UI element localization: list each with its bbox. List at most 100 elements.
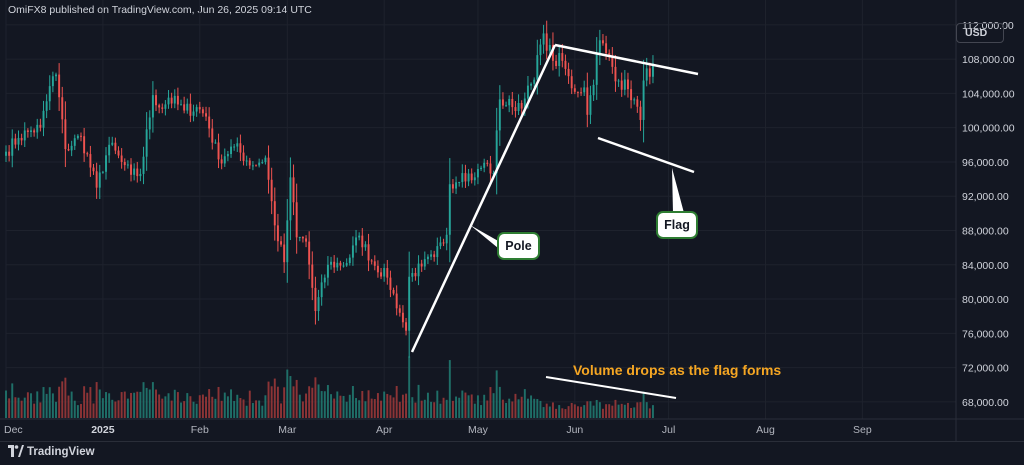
time-tick-label: Sep xyxy=(853,424,872,436)
candle-body xyxy=(542,33,545,45)
volume-bar xyxy=(301,401,304,418)
candle-body xyxy=(476,168,479,178)
candle-body xyxy=(23,130,26,141)
volume-bar xyxy=(520,396,523,418)
volume-bar xyxy=(80,403,82,418)
candle-body xyxy=(133,168,136,175)
candle-body xyxy=(289,177,292,221)
candle-body xyxy=(26,130,29,132)
volume-bar xyxy=(573,404,576,418)
volume-bar xyxy=(542,407,545,418)
candle-body xyxy=(217,142,220,160)
volume-bar xyxy=(642,391,645,418)
volume-bar xyxy=(226,396,229,418)
volume-bar xyxy=(155,389,157,418)
volume-bar xyxy=(173,389,176,418)
candle-body xyxy=(323,277,326,283)
volume-bar xyxy=(17,397,20,418)
candle-body xyxy=(389,277,392,290)
volume-bar xyxy=(280,403,283,418)
volume-bar xyxy=(89,387,92,418)
volume-bar xyxy=(501,399,504,418)
candle-body xyxy=(242,152,245,161)
volume-bar xyxy=(261,405,264,418)
pole-callout-pointer xyxy=(470,225,500,248)
candle-body xyxy=(11,138,14,156)
tradingview-logo-icon[interactable] xyxy=(8,445,24,457)
candle-body xyxy=(186,103,189,111)
candle-body xyxy=(58,74,61,98)
candle-body xyxy=(589,95,592,115)
volume-bar xyxy=(292,386,295,418)
tradingview-brand[interactable]: TradingView xyxy=(27,446,95,458)
candle-body xyxy=(236,143,239,147)
volume-bar xyxy=(417,384,420,418)
candle-body xyxy=(586,87,589,115)
candle-body xyxy=(130,164,132,175)
candle-body xyxy=(498,99,501,131)
volume-bar xyxy=(67,395,70,418)
candle-body xyxy=(445,234,448,244)
volume-bar xyxy=(367,390,370,418)
volume-bar xyxy=(239,398,242,418)
candle-body xyxy=(348,257,351,264)
candle-body xyxy=(86,153,89,155)
candle-body xyxy=(355,237,358,246)
candle-body xyxy=(395,293,398,309)
candle-body xyxy=(583,87,586,93)
candle-body xyxy=(511,98,514,108)
volume-bar xyxy=(592,405,595,418)
volume-bar xyxy=(442,397,445,418)
volume-bar xyxy=(383,391,386,418)
candle-body xyxy=(633,99,636,101)
volume-bar xyxy=(248,390,251,418)
pole-callout: Pole xyxy=(497,232,540,260)
candle-body xyxy=(351,245,354,258)
candle-body xyxy=(111,142,114,145)
candle-body xyxy=(630,89,633,101)
candle-body xyxy=(189,103,192,116)
candle-body xyxy=(208,116,211,129)
volume-bar xyxy=(198,395,201,418)
volume-bar xyxy=(330,394,333,418)
volume-bar xyxy=(242,399,245,418)
volume-bar xyxy=(486,400,489,418)
volume-bar xyxy=(580,406,583,418)
volume-bar xyxy=(264,395,267,418)
currency-badge[interactable]: USD xyxy=(956,23,1004,43)
volume-bar xyxy=(55,401,57,418)
candle-body xyxy=(376,265,379,273)
volume-bar xyxy=(8,398,11,418)
volume-bar xyxy=(205,396,207,418)
candle-body xyxy=(367,244,370,261)
price-tick-label: 92,000.00 xyxy=(962,191,1009,203)
candle-body xyxy=(520,102,523,109)
price-tick-label: 88,000.00 xyxy=(962,225,1009,237)
volume-bar xyxy=(117,400,120,418)
volume-bar xyxy=(58,386,61,418)
candle-body xyxy=(483,162,486,168)
volume-bar xyxy=(555,408,558,418)
volume-bar xyxy=(342,395,345,418)
volume-bar xyxy=(564,409,567,418)
volume-bar xyxy=(33,403,36,418)
volume-bar xyxy=(461,390,464,418)
candle-body xyxy=(530,83,533,86)
candle-body xyxy=(455,182,458,189)
volume-bar xyxy=(276,386,279,418)
candle-body xyxy=(220,159,223,164)
chart-grid xyxy=(5,0,956,419)
volume-bar xyxy=(311,387,314,418)
volume-trendline xyxy=(545,376,677,399)
volume-bar xyxy=(45,393,48,418)
volume-bar xyxy=(526,398,529,418)
volume-bar xyxy=(236,394,239,418)
volume-bar xyxy=(611,405,614,418)
volume-bar xyxy=(283,387,286,418)
volume-bar xyxy=(98,389,101,418)
volume-bar xyxy=(511,401,514,418)
candle-body xyxy=(555,60,558,67)
candle-body xyxy=(417,263,420,277)
volume-bar xyxy=(633,407,636,418)
